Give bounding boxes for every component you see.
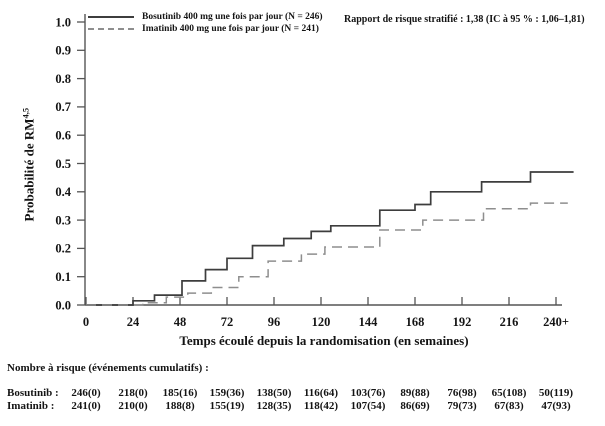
x-tick-label: 168: [406, 315, 425, 329]
y-axis-title-superscript: 4,5: [20, 107, 31, 119]
risk-cell: 47(93): [541, 400, 571, 412]
risk-cell: 107(54): [350, 400, 386, 412]
legend-item-imatinib: Imatinib 400 mg une fois par jour (N = 2…: [88, 23, 323, 35]
y-tick-label: 0.1: [55, 270, 71, 284]
y-tick-label: 0.5: [55, 157, 71, 171]
risk-cell: 65(108): [491, 387, 527, 399]
y-axis-title: Probabilité de RM4,5: [20, 90, 37, 240]
x-tick-label: 96: [268, 315, 281, 329]
x-tick-label: 72: [221, 315, 234, 329]
legend-item-bosutinib: Bosutinib 400 mg une fois par jour (N = …: [88, 11, 323, 23]
risk-cell: 67(83): [494, 400, 524, 412]
legend-label-bosutinib: Bosutinib 400 mg une fois par jour (N = …: [142, 12, 323, 22]
risk-cell: 155(19): [209, 400, 245, 412]
y-tick-label: 0.2: [55, 242, 71, 256]
legend-label-imatinib: Imatinib 400 mg une fois par jour (N = 2…: [142, 24, 319, 34]
risk-row-label-imatinib: Imatinib :: [7, 400, 55, 412]
risk-cell: 118(42): [303, 400, 339, 412]
risk-cell: 50(119): [538, 387, 574, 399]
risk-cell: 89(88): [400, 387, 430, 399]
y-tick-label: 0.6: [55, 129, 71, 143]
y-tick-label: 0.7: [55, 100, 71, 114]
risk-cell: 188(8): [165, 400, 195, 412]
risk-cell: 79(73): [447, 400, 477, 412]
y-tick-label: 0.9: [55, 44, 71, 58]
y-tick-label: 0.4: [55, 185, 71, 199]
x-tick-label: 216: [500, 315, 519, 329]
risk-cell: 185(16): [162, 387, 198, 399]
km-chart: 0.0 0.1 0.2 0.3 0.4 0.5 0.6 0.7 0.8 0.9 1.0 0 24 48 7…: [55, 14, 574, 329]
risk-cell: 246(0): [71, 387, 101, 399]
risk-cell: 86(69): [400, 400, 430, 412]
x-tick-label: 48: [174, 315, 187, 329]
risk-cell: 76(98): [447, 387, 477, 399]
survival-curves: [86, 171, 574, 306]
hazard-ratio-annotation: Rapport de risque stratifié : 1,38 (IC à…: [344, 14, 585, 25]
chart-legend: Bosutinib 400 mg une fois par jour (N = …: [88, 11, 323, 35]
solid-line-sample-icon: [88, 16, 134, 18]
x-tick-label: 24: [127, 315, 140, 329]
y-tick-label: 0.0: [55, 298, 71, 312]
risk-table-header: Nombre à risque (événements cumulatifs) …: [7, 362, 209, 374]
y-tick-label: 0.3: [55, 213, 71, 227]
y-axis-title-text: Probabilité de RM: [21, 118, 37, 222]
y-tick-label: 0.8: [55, 72, 71, 86]
y-tick-label: 1.0: [55, 15, 71, 29]
curve-bosutinib: [86, 171, 574, 306]
x-tick-label: 240+: [543, 315, 569, 329]
x-axis-title: Temps écoulé depuis la randomisation (en…: [179, 333, 469, 348]
dashed-line-sample-icon: [88, 28, 134, 30]
risk-cell: 103(76): [350, 387, 386, 399]
risk-cell: 116(64): [303, 387, 339, 399]
risk-cell: 128(35): [256, 400, 292, 412]
risk-cell: 138(50): [256, 387, 292, 399]
x-tick-label: 120: [312, 315, 331, 329]
y-axis-ticks: 0.0 0.1 0.2 0.3 0.4 0.5 0.6 0.7 0.8 0.9 1.0: [55, 15, 85, 312]
x-tick-label: 144: [359, 315, 379, 329]
risk-cell: 159(36): [209, 387, 245, 399]
axes: [84, 14, 562, 306]
x-axis-ticks: 0 24 48 72 96 120 144 168 192 216 240+: [83, 297, 569, 329]
x-tick-label: 0: [83, 315, 89, 329]
risk-cell: 241(0): [71, 400, 101, 412]
risk-row-label-bosutinib: Bosutinib :: [7, 387, 59, 399]
x-tick-label: 192: [453, 315, 472, 329]
risk-cell: 218(0): [118, 387, 148, 399]
risk-cell: 210(0): [118, 400, 148, 412]
curve-imatinib: [86, 202, 568, 306]
